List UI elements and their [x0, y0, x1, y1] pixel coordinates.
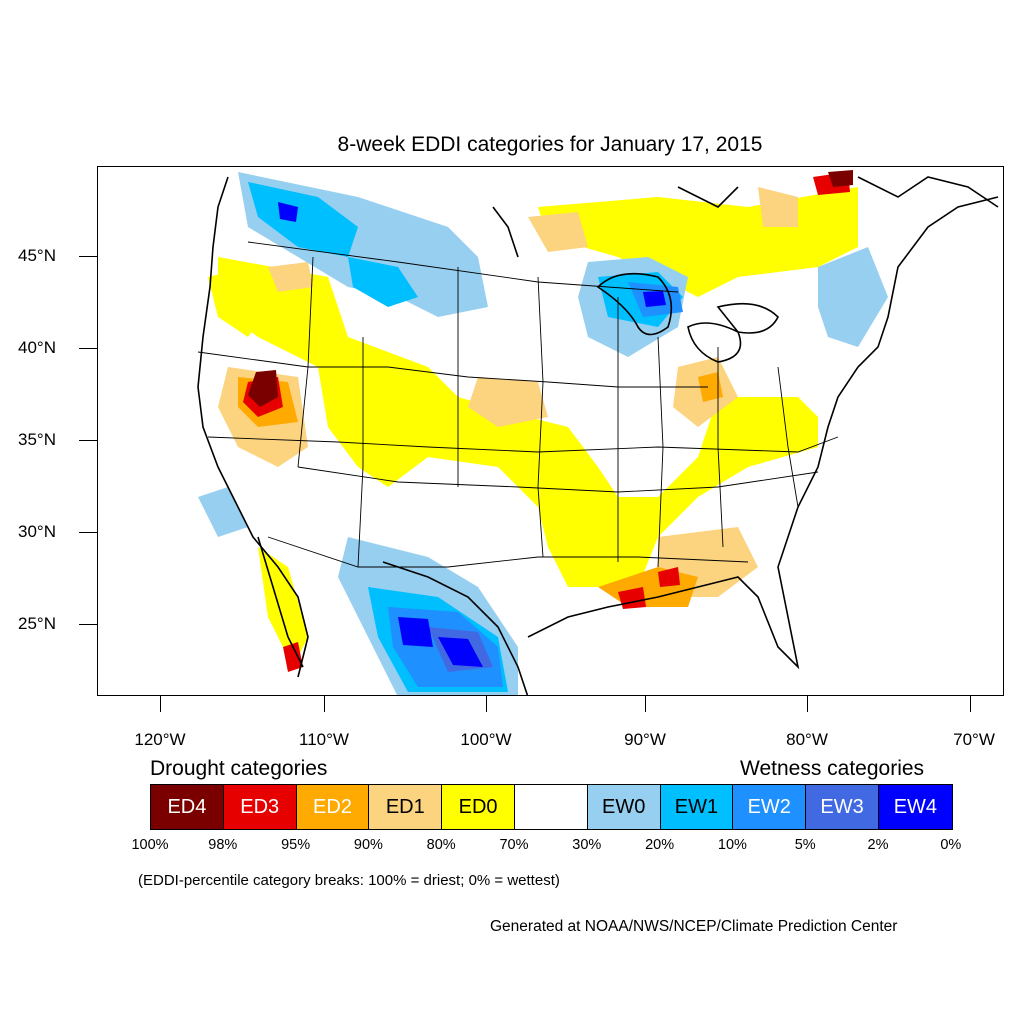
lat-label-30: 30°N [18, 522, 56, 541]
break-label: 100% [131, 837, 169, 853]
legend-swatch-ew0: EW0 [587, 785, 661, 829]
coastlines [197, 176, 999, 695]
category-shading [198, 170, 888, 695]
lon-label-120: 120°W [134, 730, 186, 749]
break-label: 95% [281, 837, 311, 853]
lat-label-35: 35°N [18, 430, 56, 449]
lon-tick [970, 696, 971, 712]
lat-label-45: 45°N [18, 246, 56, 265]
lat-label-40: 40°N [18, 338, 56, 357]
lat-tick [79, 624, 97, 625]
lat-tick [79, 440, 97, 441]
break-label: 30% [572, 837, 602, 853]
category-legend: ED4 ED3 ED2 ED1 ED0 EW0 EW1 EW2 EW3 EW4 [150, 784, 953, 830]
drought-heading: Drought categories [150, 757, 328, 780]
break-label: 80% [426, 837, 456, 853]
break-label: 70% [499, 837, 529, 853]
lon-label-100: 100°W [460, 730, 512, 749]
lon-label-70: 70°W [953, 730, 995, 749]
lat-label-25: 25°N [18, 614, 56, 633]
lon-tick [160, 696, 161, 712]
lon-tick [645, 696, 646, 712]
map-canvas [197, 170, 999, 695]
legend-swatch-ew2: EW2 [733, 785, 807, 829]
state-borders [197, 241, 839, 568]
break-label: 20% [645, 837, 675, 853]
legend-swatch-ed4: ED4 [151, 785, 224, 829]
break-label: 5% [794, 837, 816, 853]
legend-swatch-ed2: ED2 [296, 785, 370, 829]
eddi-map [97, 166, 1004, 696]
lon-label-90: 90°W [624, 730, 666, 749]
lat-tick [79, 348, 97, 349]
legend-swatch-ew3: EW3 [806, 785, 879, 829]
legend-swatch-ew1: EW1 [660, 785, 734, 829]
break-label: 90% [353, 837, 383, 853]
legend-swatch-ew4: EW4 [878, 785, 952, 829]
lon-tick [807, 696, 808, 712]
break-label: 2% [867, 837, 889, 853]
lon-label-80: 80°W [786, 730, 828, 749]
map-title: 8-week EDDI categories for January 17, 2… [337, 133, 763, 156]
wetness-heading: Wetness categories [740, 757, 925, 780]
break-label: 10% [717, 837, 747, 853]
break-label: 98% [208, 837, 238, 853]
legend-swatch-ed1: ED1 [369, 785, 443, 829]
legend-swatch-ed3: ED3 [223, 785, 297, 829]
lon-tick [324, 696, 325, 712]
legend-swatch-ed0: ED0 [442, 785, 515, 829]
lat-tick [79, 256, 97, 257]
lon-label-110: 110°W [299, 730, 349, 749]
credit-line: Generated at NOAA/NWS/NCEP/Climate Predi… [490, 918, 898, 935]
lon-tick [486, 696, 487, 712]
break-label: 0% [940, 837, 962, 853]
breaks-note: (EDDI-percentile category breaks: 100% =… [138, 872, 560, 889]
legend-swatch-neutral [514, 785, 588, 829]
lat-tick [79, 532, 97, 533]
